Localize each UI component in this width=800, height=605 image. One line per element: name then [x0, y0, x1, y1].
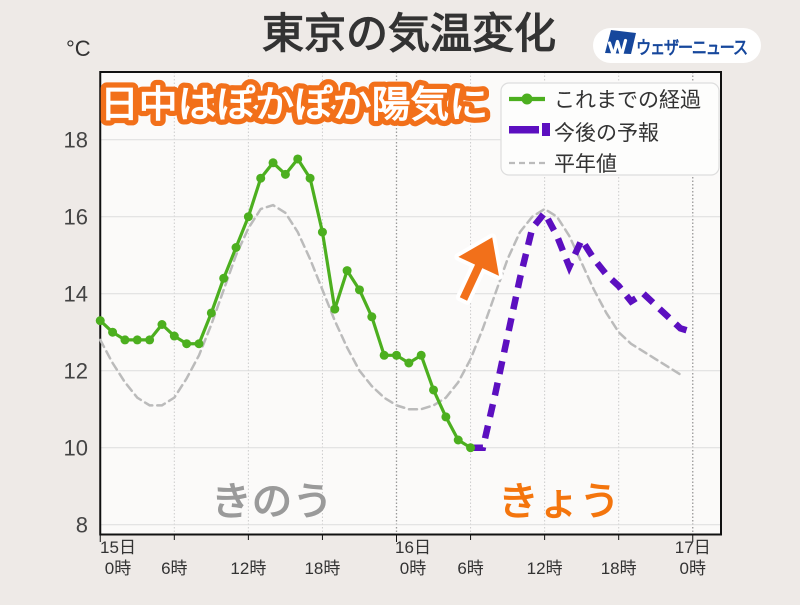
svg-text:東京の気温変化: 東京の気温変化 [262, 10, 556, 57]
svg-text:きょう: きょう [498, 481, 620, 524]
svg-text:17日: 17日 [675, 538, 711, 557]
svg-text:0時: 0時 [400, 559, 426, 578]
svg-text:15日: 15日 [100, 538, 136, 557]
svg-text:18時: 18時 [304, 559, 340, 578]
svg-text:10: 10 [64, 436, 88, 461]
svg-text:°C: °C [66, 36, 91, 61]
svg-text:18時: 18時 [601, 559, 637, 578]
svg-text:6時: 6時 [161, 559, 187, 578]
svg-text:今後の予報: 今後の予報 [554, 122, 659, 145]
svg-text:日中はぽかぽか陽気に: 日中はぽかぽか陽気に [100, 83, 488, 125]
svg-text:14: 14 [64, 282, 88, 307]
svg-text:18: 18 [64, 128, 88, 153]
svg-text:0時: 0時 [680, 559, 706, 578]
svg-text:16日: 16日 [395, 538, 431, 557]
svg-text:16: 16 [64, 205, 88, 230]
svg-text:12時: 12時 [527, 559, 563, 578]
svg-text:これまでの経過: これまでの経過 [554, 89, 701, 112]
svg-text:12: 12 [64, 359, 88, 384]
svg-text:12時: 12時 [230, 559, 266, 578]
svg-text:平年値: 平年値 [554, 153, 617, 176]
svg-text:6時: 6時 [457, 559, 483, 578]
svg-text:8: 8 [76, 513, 88, 538]
svg-text:0時: 0時 [105, 559, 131, 578]
svg-text:きのう: きのう [211, 481, 333, 524]
